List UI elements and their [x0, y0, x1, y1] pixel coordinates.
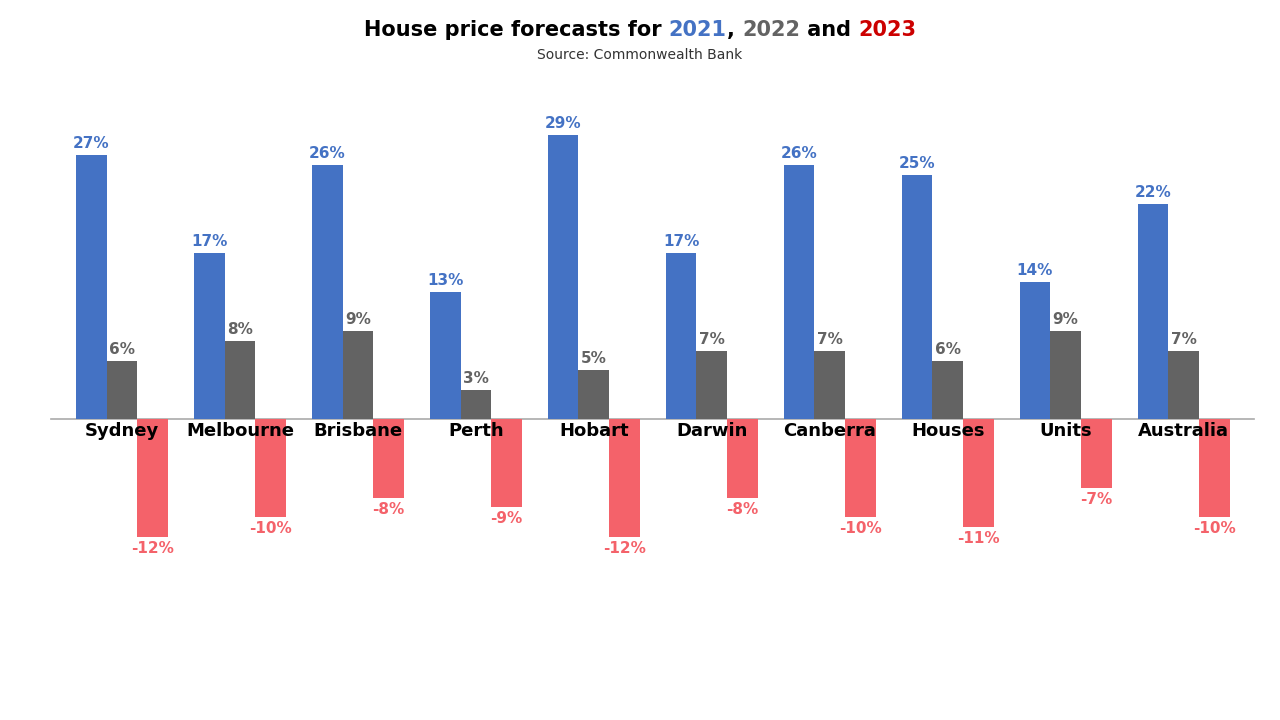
Text: 17%: 17% — [663, 234, 699, 249]
Bar — [106, 361, 137, 419]
Text: -9%: -9% — [490, 511, 522, 526]
Bar — [609, 419, 640, 537]
Text: 7%: 7% — [1171, 332, 1197, 347]
Bar — [963, 419, 993, 527]
Text: Source: Commonwealth Bank: Source: Commonwealth Bank — [538, 48, 742, 63]
Text: Houses: Houses — [911, 422, 984, 440]
Text: -8%: -8% — [372, 502, 404, 516]
Text: Brisbane: Brisbane — [314, 422, 402, 440]
Bar — [814, 351, 845, 419]
Bar — [579, 370, 609, 419]
Bar — [430, 292, 461, 419]
Text: 6%: 6% — [934, 342, 961, 356]
Bar — [255, 419, 285, 517]
Text: -10%: -10% — [838, 521, 882, 536]
Text: Canberra: Canberra — [783, 422, 877, 440]
Bar — [1199, 419, 1230, 517]
Bar — [1020, 282, 1051, 419]
Bar — [727, 419, 758, 498]
Text: 5%: 5% — [581, 351, 607, 366]
Text: -7%: -7% — [1080, 492, 1112, 507]
Text: 9%: 9% — [1052, 312, 1079, 328]
Bar — [1169, 351, 1199, 419]
Bar — [312, 165, 343, 419]
Bar — [461, 390, 492, 419]
Text: -12%: -12% — [603, 541, 646, 556]
Text: -11%: -11% — [957, 531, 1000, 546]
Bar — [343, 331, 374, 419]
Text: 29%: 29% — [545, 117, 581, 132]
Text: Melbourne: Melbourne — [186, 422, 294, 440]
Bar — [932, 361, 963, 419]
Text: ,: , — [727, 20, 742, 40]
Bar — [224, 341, 255, 419]
Text: Sydney: Sydney — [84, 422, 159, 440]
Bar — [666, 253, 696, 419]
Text: Darwin: Darwin — [676, 422, 748, 440]
Bar — [696, 351, 727, 419]
Text: 2022: 2022 — [742, 20, 800, 40]
Bar — [195, 253, 224, 419]
Text: 13%: 13% — [428, 273, 463, 288]
Text: 27%: 27% — [73, 136, 110, 151]
Text: 26%: 26% — [308, 146, 346, 161]
Bar — [1082, 419, 1111, 488]
Text: 6%: 6% — [109, 342, 134, 356]
Text: 22%: 22% — [1134, 185, 1171, 200]
Text: Perth: Perth — [448, 422, 503, 440]
Text: Australia: Australia — [1138, 422, 1229, 440]
Text: -10%: -10% — [250, 521, 292, 536]
Text: 26%: 26% — [781, 146, 818, 161]
Text: 8%: 8% — [227, 322, 253, 337]
Bar — [374, 419, 404, 498]
Text: 3%: 3% — [463, 371, 489, 386]
Text: and: and — [800, 20, 858, 40]
Bar — [1051, 331, 1082, 419]
Text: 17%: 17% — [191, 234, 228, 249]
Text: 7%: 7% — [817, 332, 842, 347]
Bar — [492, 419, 522, 508]
Text: Hobart: Hobart — [559, 422, 628, 440]
Text: 14%: 14% — [1016, 264, 1053, 279]
Text: 9%: 9% — [346, 312, 371, 328]
Bar — [1138, 204, 1169, 419]
Bar — [845, 419, 876, 517]
Text: -12%: -12% — [132, 541, 174, 556]
Bar — [783, 165, 814, 419]
Text: 2023: 2023 — [858, 20, 916, 40]
Text: 25%: 25% — [899, 156, 936, 171]
Text: House price forecasts for: House price forecasts for — [364, 20, 668, 40]
Text: Units: Units — [1039, 422, 1092, 440]
Text: -8%: -8% — [726, 502, 759, 516]
Text: 7%: 7% — [699, 332, 724, 347]
Bar — [901, 174, 932, 419]
Text: 2021: 2021 — [668, 20, 727, 40]
Bar — [76, 155, 106, 419]
Bar — [137, 419, 168, 537]
Bar — [548, 135, 579, 419]
Text: -10%: -10% — [1193, 521, 1235, 536]
